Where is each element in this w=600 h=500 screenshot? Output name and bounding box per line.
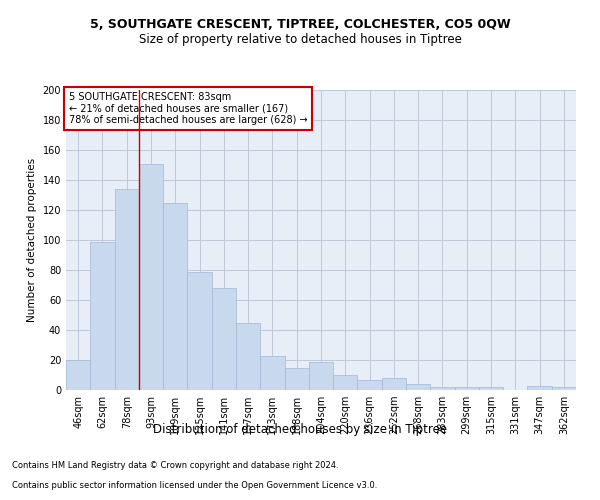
Y-axis label: Number of detached properties: Number of detached properties: [27, 158, 37, 322]
Text: 5 SOUTHGATE CRESCENT: 83sqm
← 21% of detached houses are smaller (167)
78% of se: 5 SOUTHGATE CRESCENT: 83sqm ← 21% of det…: [68, 92, 307, 124]
Bar: [284, 368, 309, 390]
Text: 5, SOUTHGATE CRESCENT, TIPTREE, COLCHESTER, CO5 0QW: 5, SOUTHGATE CRESCENT, TIPTREE, COLCHEST…: [89, 18, 511, 30]
Bar: [212, 288, 236, 390]
Bar: [406, 384, 430, 390]
Bar: [333, 375, 358, 390]
Text: Contains public sector information licensed under the Open Government Licence v3: Contains public sector information licen…: [12, 481, 377, 490]
Bar: [139, 164, 163, 390]
Bar: [358, 380, 382, 390]
Bar: [309, 362, 333, 390]
Bar: [90, 242, 115, 390]
Text: Contains HM Land Registry data © Crown copyright and database right 2024.: Contains HM Land Registry data © Crown c…: [12, 461, 338, 470]
Bar: [187, 272, 212, 390]
Text: Distribution of detached houses by size in Tiptree: Distribution of detached houses by size …: [153, 422, 447, 436]
Bar: [236, 322, 260, 390]
Bar: [455, 387, 479, 390]
Text: Size of property relative to detached houses in Tiptree: Size of property relative to detached ho…: [139, 32, 461, 46]
Bar: [115, 189, 139, 390]
Bar: [66, 360, 90, 390]
Bar: [430, 387, 455, 390]
Bar: [552, 387, 576, 390]
Bar: [382, 378, 406, 390]
Bar: [479, 387, 503, 390]
Bar: [260, 356, 284, 390]
Bar: [163, 202, 187, 390]
Bar: [527, 386, 552, 390]
